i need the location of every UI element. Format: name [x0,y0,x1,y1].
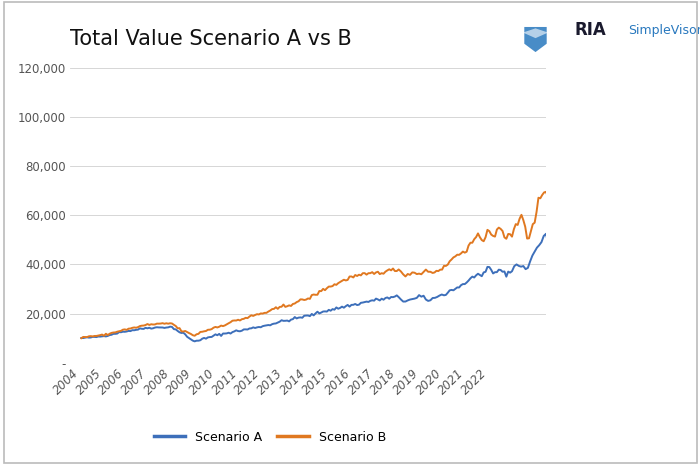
Polygon shape [524,27,547,52]
Text: SimpleVisor: SimpleVisor [628,24,700,37]
Text: 63,903: 63,903 [0,464,1,465]
Text: Total Value Scenario A vs B: Total Value Scenario A vs B [70,29,351,49]
Text: RIA: RIA [574,21,606,39]
Legend: Scenario A, Scenario B: Scenario A, Scenario B [149,425,391,449]
Polygon shape [523,28,548,38]
Text: 89,883: 89,883 [0,464,1,465]
